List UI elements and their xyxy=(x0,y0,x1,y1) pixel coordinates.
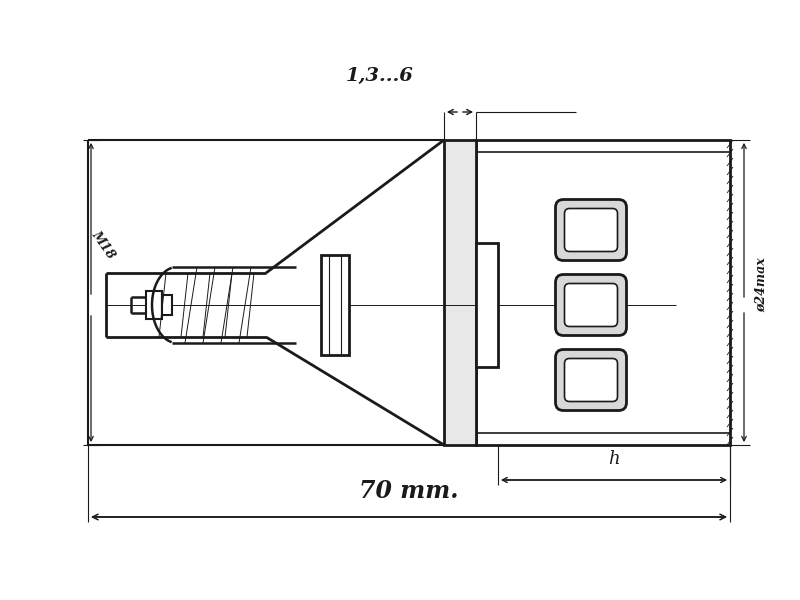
FancyBboxPatch shape xyxy=(555,349,626,410)
Text: 70 mm.: 70 mm. xyxy=(359,479,458,503)
Polygon shape xyxy=(476,140,730,445)
FancyBboxPatch shape xyxy=(565,358,618,401)
Polygon shape xyxy=(476,243,498,367)
Text: 1,3...6: 1,3...6 xyxy=(346,67,414,85)
Polygon shape xyxy=(162,295,172,315)
Polygon shape xyxy=(444,140,476,445)
FancyBboxPatch shape xyxy=(565,283,618,326)
Polygon shape xyxy=(106,140,444,445)
FancyBboxPatch shape xyxy=(565,208,618,251)
Text: M18: M18 xyxy=(89,229,118,262)
Polygon shape xyxy=(321,255,349,355)
Text: h: h xyxy=(608,450,620,468)
Polygon shape xyxy=(146,291,162,319)
FancyBboxPatch shape xyxy=(555,275,626,335)
FancyBboxPatch shape xyxy=(555,199,626,260)
Text: ø24max: ø24max xyxy=(755,257,768,313)
